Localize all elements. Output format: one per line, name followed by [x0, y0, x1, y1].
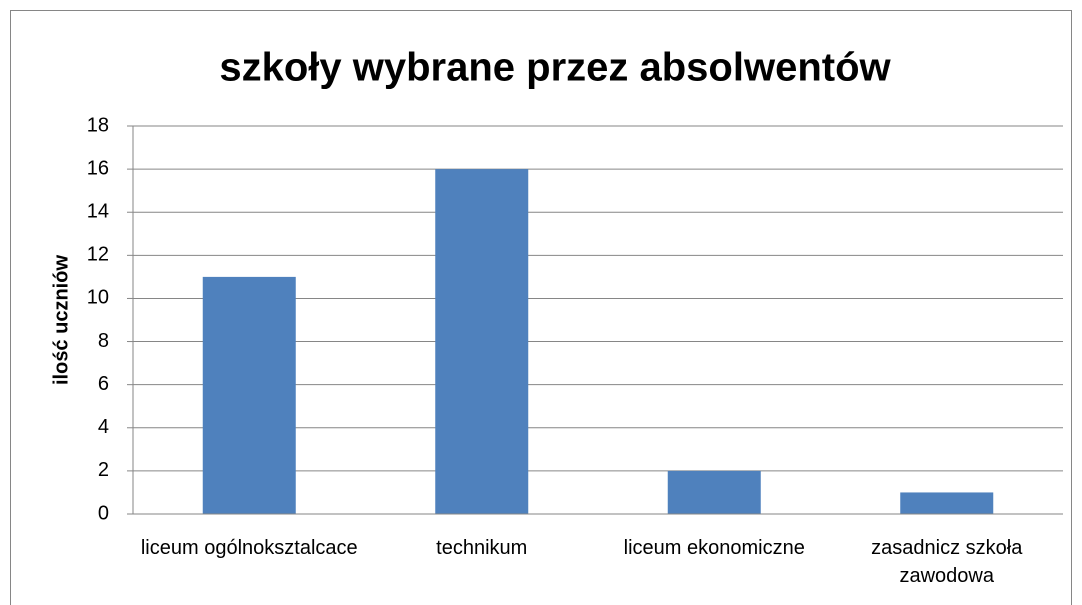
chart-title: szkoły wybrane przez absolwentów — [219, 46, 891, 90]
x-tick-label: technikum — [436, 537, 528, 559]
y-tick-label: 18 — [87, 114, 109, 136]
y-tick-label: 4 — [98, 416, 109, 438]
bar — [667, 470, 761, 514]
x-tick-label: zasadnicz szkoła zawodowa — [871, 537, 1023, 587]
y-tick-label: 16 — [87, 157, 109, 179]
y-tick-label: 10 — [87, 287, 109, 309]
bar — [202, 276, 296, 514]
y-axis-label: ilość uczniów — [50, 255, 72, 385]
chart-frame — [10, 10, 1072, 605]
y-tick-label: 6 — [98, 373, 109, 395]
bar — [435, 169, 529, 514]
bar — [900, 492, 994, 514]
y-tick-label: 12 — [87, 244, 109, 266]
y-tick-label: 2 — [98, 459, 109, 481]
x-tick-label: liceum ekonomiczne — [623, 537, 805, 559]
y-tick-label: 0 — [98, 502, 109, 524]
y-tick-label: 8 — [98, 330, 109, 352]
y-tick-label: 14 — [87, 201, 109, 223]
x-tick-label: liceum ogólnoksztalcace — [140, 537, 358, 559]
